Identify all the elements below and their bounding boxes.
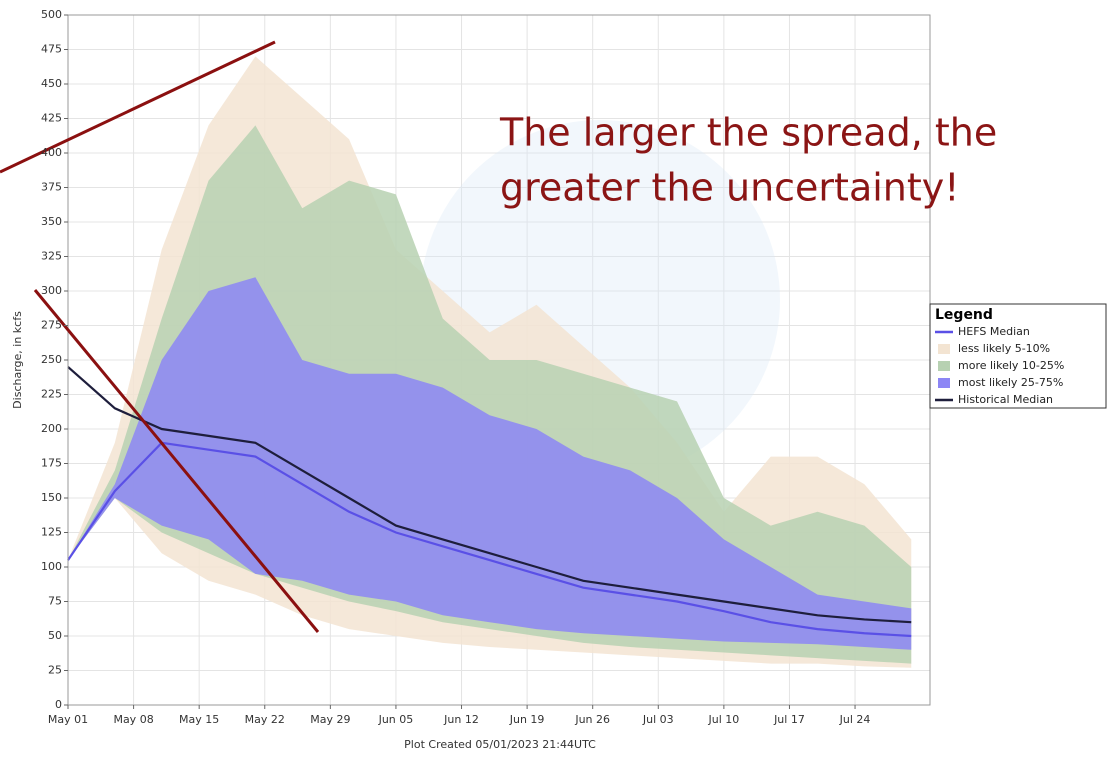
x-tick-label: May 29 — [310, 713, 350, 726]
x-tick-label: May 22 — [245, 713, 285, 726]
y-tick-label: 350 — [41, 215, 62, 228]
x-tick-label: Jul 17 — [773, 713, 805, 726]
y-axis-label: Discharge, in kcfs — [11, 311, 24, 409]
x-tick-label: May 15 — [179, 713, 219, 726]
x-tick-label: Jul 24 — [839, 713, 871, 726]
y-tick-label: 150 — [41, 491, 62, 504]
legend-box — [929, 303, 1107, 409]
y-tick-label: 400 — [41, 146, 62, 159]
y-tick-label: 225 — [41, 388, 62, 401]
x-tick-label: Jun 12 — [443, 713, 479, 726]
line — [67, 366, 912, 624]
y-tick-label: 450 — [41, 77, 62, 90]
y-tick-label: 325 — [41, 250, 62, 263]
y-tick-label: 250 — [41, 353, 62, 366]
y-tick-label: 75 — [48, 595, 62, 608]
y-tick-label: 475 — [41, 43, 62, 56]
legend-swatch — [938, 344, 950, 354]
annotation-line — [33, 289, 320, 633]
y-tick-label: 25 — [48, 664, 62, 677]
legend-label: most likely 25-75% — [958, 376, 1063, 389]
band — [68, 277, 912, 650]
y-tick-label: 300 — [41, 284, 62, 297]
x-tick-label: May 01 — [48, 713, 88, 726]
legend-label: Historical Median — [958, 393, 1053, 406]
annotation: greater the uncertainty! — [500, 166, 960, 210]
x-tick-label: May 08 — [113, 713, 153, 726]
y-tick-label: 375 — [41, 181, 62, 194]
legend-label: more likely 10-25% — [958, 359, 1064, 372]
line — [67, 441, 912, 638]
legend-title: Legend — [935, 307, 993, 323]
y-tick-label: 0 — [55, 698, 62, 711]
plot-area — [67, 14, 930, 706]
y-tick-label: 200 — [41, 422, 62, 435]
legend-swatch — [938, 378, 950, 388]
x-tick-label: Jul 10 — [707, 713, 739, 726]
legend-label: HEFS Median — [958, 325, 1030, 338]
y-tick-label: 500 — [41, 8, 62, 21]
y-tick-label: 100 — [41, 560, 62, 573]
y-tick-label: 50 — [48, 629, 62, 642]
annotation: The larger the spread, the — [499, 111, 997, 155]
annotation-line — [0, 40, 276, 174]
x-tick-label: Jun 19 — [509, 713, 545, 726]
legend-swatch — [938, 361, 950, 371]
x-tick-label: Jun 26 — [574, 713, 610, 726]
y-tick-label: 125 — [41, 526, 62, 539]
x-tick-label: Jul 03 — [642, 713, 674, 726]
x-tick-label: Jun 05 — [378, 713, 414, 726]
y-tick-label: 175 — [41, 457, 62, 470]
legend-label: less likely 5-10% — [958, 342, 1050, 355]
y-tick-label: 425 — [41, 112, 62, 125]
y-tick-label: 275 — [41, 319, 62, 332]
legend: Legend HEFS Median less likely 5-10% more … — [929, 303, 1107, 409]
x-axis-label: Plot Created 05/01/2023 21:44UTC — [404, 738, 596, 751]
